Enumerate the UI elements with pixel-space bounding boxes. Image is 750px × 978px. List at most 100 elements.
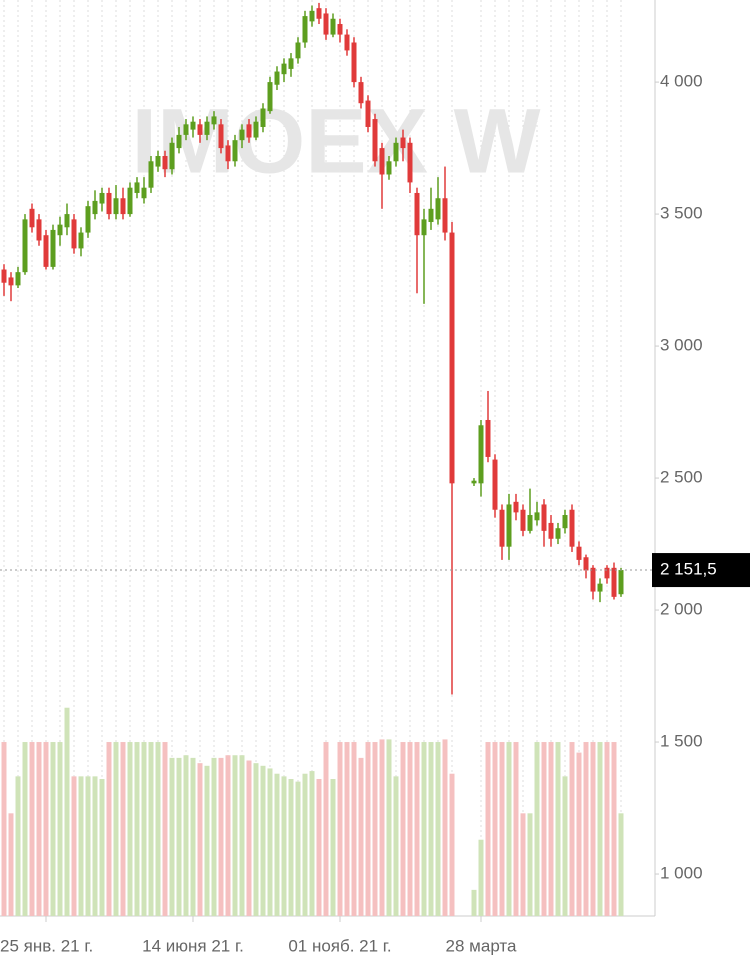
candle-body <box>323 13 329 35</box>
candle-body <box>239 129 245 141</box>
candle-body <box>113 198 119 215</box>
volume-bar <box>562 776 568 916</box>
candle-body <box>555 528 561 539</box>
volume-bar <box>351 742 357 916</box>
candle-body <box>134 182 140 193</box>
candle-body <box>330 18 336 35</box>
volume-bar <box>611 742 617 916</box>
volume-bar <box>169 757 175 916</box>
candle-body <box>428 208 434 223</box>
volume-bar <box>148 742 154 916</box>
volume-bar <box>520 813 526 916</box>
volume-bar <box>162 742 168 916</box>
volume-bar <box>618 813 624 916</box>
volume-bar <box>527 813 533 916</box>
candle-body <box>527 515 533 531</box>
candle-body <box>211 116 217 125</box>
candle-body <box>499 509 505 547</box>
candle-body <box>148 161 154 188</box>
y-tick-label: 2 000 <box>660 600 703 619</box>
volume-bar <box>400 742 406 916</box>
volume-bar <box>239 755 245 916</box>
volume-bar <box>569 742 575 916</box>
candle-body <box>478 425 484 484</box>
candle-body <box>64 214 70 228</box>
candle-body <box>218 124 224 149</box>
volume-bar <box>492 742 498 916</box>
candle-body <box>435 198 441 220</box>
candle-body <box>316 8 322 19</box>
volume-bar <box>323 742 329 916</box>
x-tick-label: 01 нояб. 21 г. <box>288 936 391 955</box>
candle-body <box>506 504 512 547</box>
candle-body <box>274 71 280 85</box>
candle-body <box>176 134 182 149</box>
volume-bar <box>92 776 98 916</box>
candle-body <box>169 142 175 170</box>
volume-bar <box>365 742 371 916</box>
candle-body <box>260 108 266 127</box>
volume-bar <box>499 742 505 916</box>
volume-bar <box>281 776 287 916</box>
volume-bar <box>534 742 540 916</box>
candle-body <box>141 187 147 199</box>
volume-bar <box>183 755 189 916</box>
candle-body <box>57 224 63 236</box>
watermark: IMOEX W <box>132 90 541 192</box>
volume-bar <box>414 742 420 916</box>
candle-body <box>513 501 519 513</box>
candle-body <box>449 232 455 484</box>
candle-body <box>569 509 575 547</box>
volume-bar <box>548 742 554 916</box>
volume-bar <box>8 813 14 916</box>
volume-bar <box>246 760 252 916</box>
candle-body <box>225 145 231 162</box>
volume-bar <box>120 742 126 916</box>
volume-bar <box>78 776 84 916</box>
volume-bar <box>29 742 35 916</box>
candle-body <box>120 198 126 215</box>
candle-body <box>618 570 624 595</box>
volume-bar <box>393 776 399 916</box>
candle-body <box>485 419 491 457</box>
volume-bar <box>260 765 266 916</box>
volume-bar <box>106 742 112 916</box>
candle-body <box>548 522 554 539</box>
candle-body <box>386 161 392 175</box>
candle-body <box>288 58 294 69</box>
candle-body <box>99 192 105 204</box>
candle-body <box>15 272 21 286</box>
candle-body <box>520 509 526 531</box>
volume-bar <box>274 773 280 916</box>
volume-bar <box>141 742 147 916</box>
candle-body <box>253 121 259 138</box>
candle-body <box>604 567 610 579</box>
candle-body <box>281 63 287 75</box>
volume-bar <box>421 742 427 916</box>
last-price-label: 2 151,5 <box>660 560 717 579</box>
volume-bar <box>36 742 42 916</box>
volume-bar <box>253 763 259 916</box>
candle-body <box>78 232 84 249</box>
candle-body <box>197 124 203 135</box>
candle-body <box>597 583 603 592</box>
volume-bar <box>197 763 203 916</box>
candle-body <box>43 235 49 267</box>
candle-body <box>22 219 28 273</box>
candle-body <box>8 277 14 286</box>
candle-body <box>92 200 98 215</box>
volume-bar <box>64 707 70 916</box>
volume-bar <box>99 778 105 916</box>
candle-body <box>442 198 448 233</box>
candle-body <box>337 24 343 35</box>
volume-bar <box>134 742 140 916</box>
volume-bar <box>176 757 182 916</box>
volume-bar <box>204 765 210 916</box>
candle-body <box>204 121 210 135</box>
candle-body <box>127 187 133 215</box>
candle-body <box>365 100 371 127</box>
candle-body <box>85 206 91 233</box>
candle-body <box>393 142 399 162</box>
candle-body <box>400 137 406 149</box>
